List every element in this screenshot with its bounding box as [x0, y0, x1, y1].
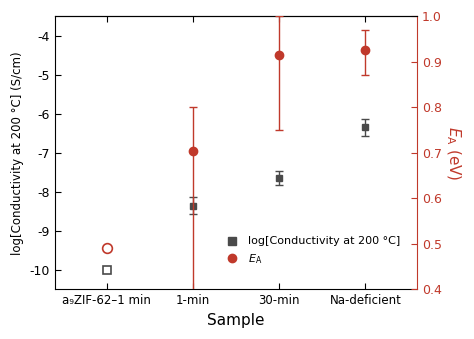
Y-axis label: $E_\mathrm{A}$ (eV): $E_\mathrm{A}$ (eV) — [445, 125, 463, 180]
Legend: log[Conductivity at 200 °C], $E_\mathrm{A}$: log[Conductivity at 200 °C], $E_\mathrm{… — [217, 232, 404, 270]
X-axis label: Sample: Sample — [207, 313, 265, 328]
Y-axis label: log[Conductivity at 200 °C] (S/cm): log[Conductivity at 200 °C] (S/cm) — [11, 51, 24, 255]
